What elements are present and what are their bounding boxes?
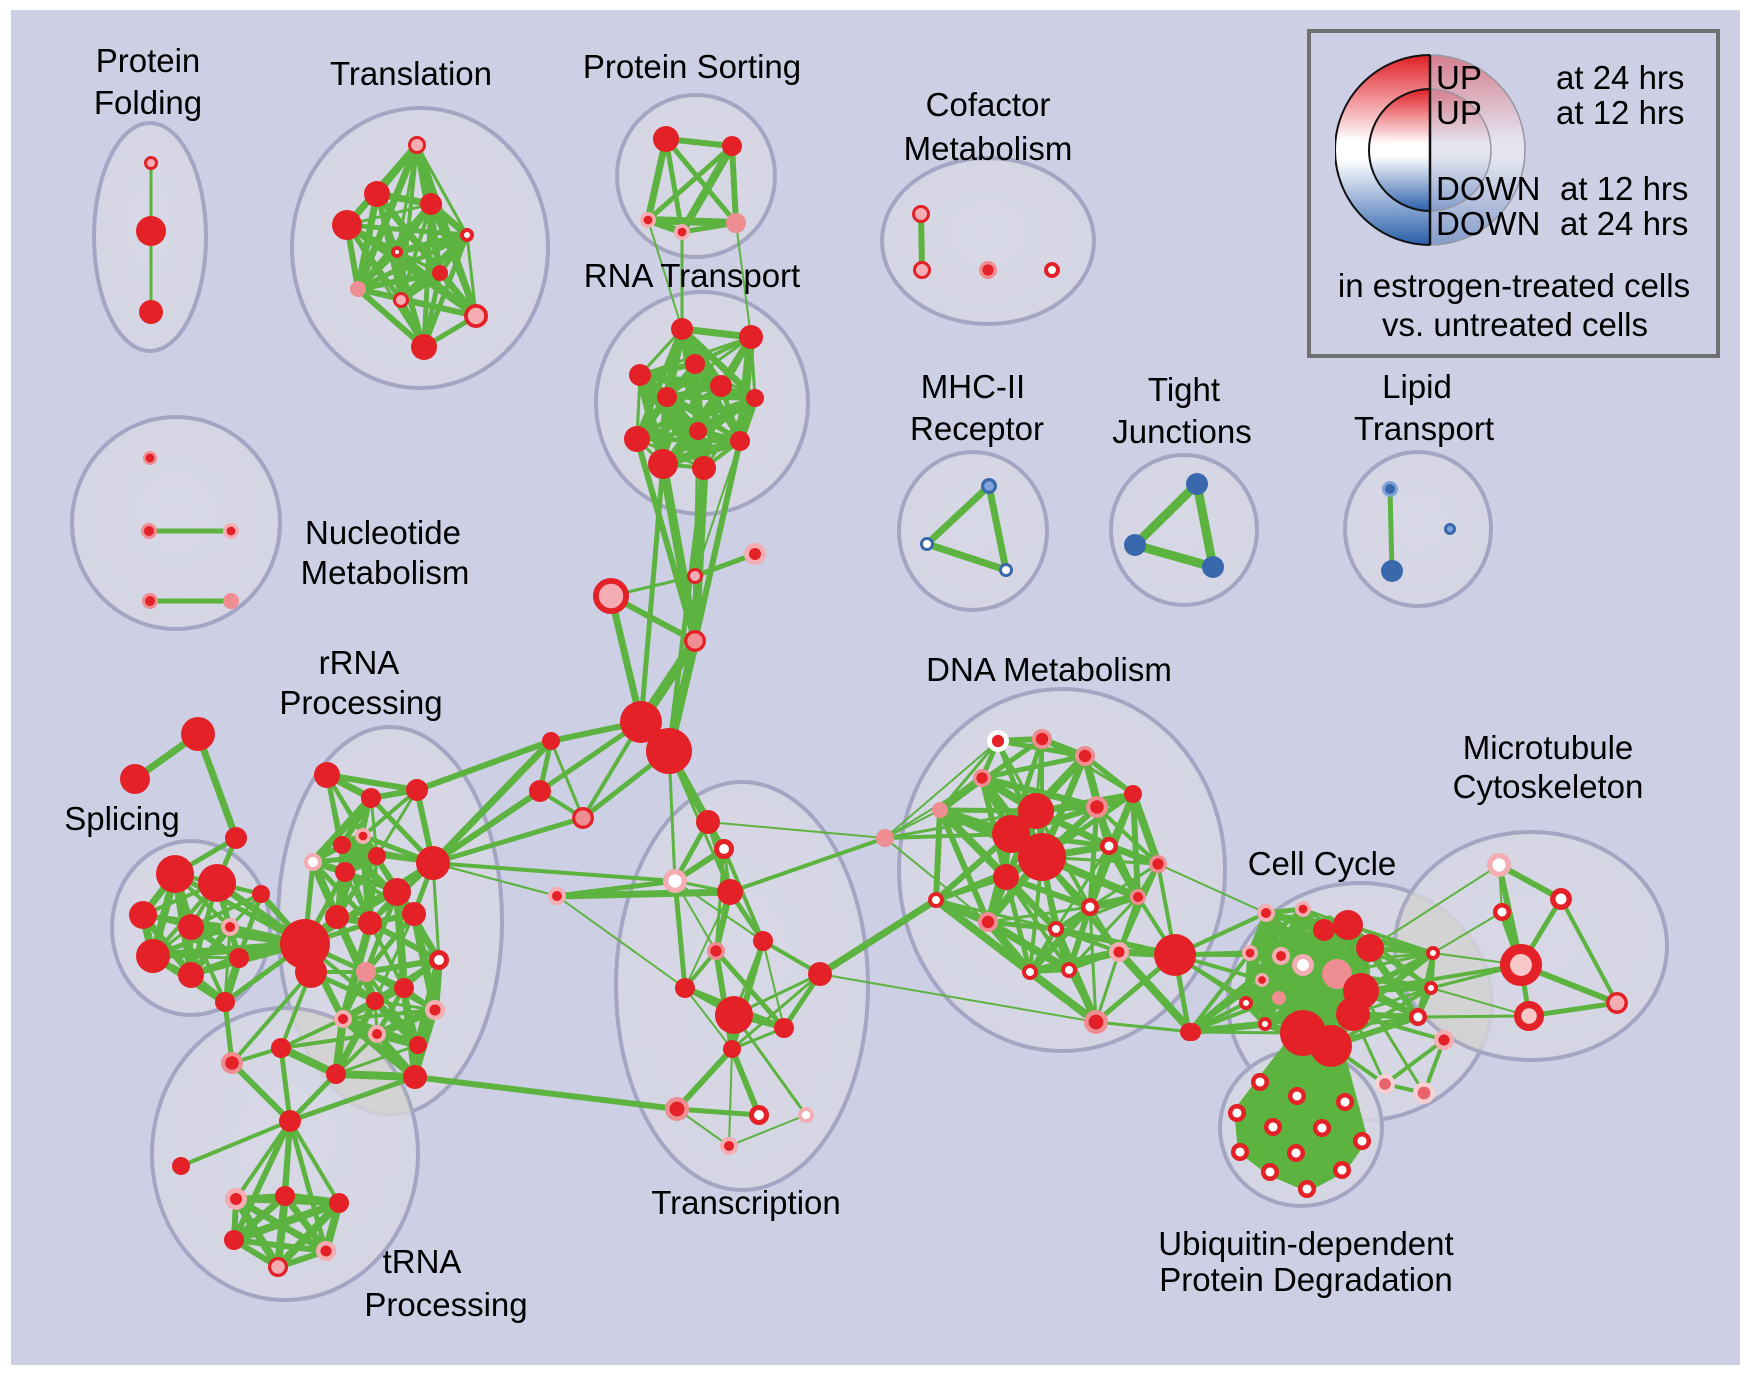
svg-text:rRNA: rRNA (319, 644, 400, 681)
svg-text:Receptor: Receptor (910, 410, 1044, 447)
svg-text:Tight: Tight (1148, 371, 1220, 408)
svg-text:at 24 hrs: at 24 hrs (1556, 59, 1684, 96)
svg-text:Transcription: Transcription (651, 1184, 841, 1221)
svg-text:DOWN: DOWN (1436, 205, 1540, 242)
svg-text:Metabolism: Metabolism (301, 554, 470, 591)
svg-text:Translation: Translation (330, 55, 492, 92)
svg-text:at 12 hrs: at 12 hrs (1556, 94, 1684, 131)
svg-text:Cofactor: Cofactor (926, 86, 1051, 123)
svg-text:Transport: Transport (1354, 410, 1494, 447)
svg-text:Metabolism: Metabolism (904, 130, 1073, 167)
svg-text:vs. untreated cells: vs. untreated cells (1382, 306, 1648, 343)
svg-text:Nucleotide: Nucleotide (305, 514, 461, 551)
svg-text:MHC-II: MHC-II (921, 368, 1025, 405)
svg-text:UP: UP (1436, 94, 1482, 131)
svg-text:DNA Metabolism: DNA Metabolism (926, 651, 1172, 688)
svg-text:Microtubule: Microtubule (1463, 729, 1634, 766)
svg-text:Processing: Processing (364, 1286, 527, 1323)
svg-text:Lipid: Lipid (1382, 368, 1452, 405)
svg-text:Splicing: Splicing (64, 800, 180, 837)
svg-text:in estrogen-treated cells: in estrogen-treated cells (1338, 267, 1690, 304)
svg-text:DOWN: DOWN (1436, 170, 1540, 207)
svg-text:Protein Sorting: Protein Sorting (583, 48, 801, 85)
svg-text:Ubiquitin-dependent: Ubiquitin-dependent (1158, 1225, 1453, 1262)
svg-text:Protein: Protein (96, 42, 201, 79)
svg-text:tRNA: tRNA (383, 1243, 462, 1280)
svg-text:Cytoskeleton: Cytoskeleton (1453, 768, 1644, 805)
svg-text:Cell Cycle: Cell Cycle (1248, 845, 1397, 882)
svg-text:Folding: Folding (94, 84, 202, 121)
svg-text:Processing: Processing (279, 684, 442, 721)
svg-text:Protein Degradation: Protein Degradation (1159, 1261, 1453, 1298)
svg-text:UP: UP (1436, 59, 1482, 96)
svg-text:at 12 hrs: at 12 hrs (1560, 170, 1688, 207)
svg-text:Junctions: Junctions (1112, 413, 1251, 450)
svg-text:RNA Transport: RNA Transport (584, 257, 800, 294)
svg-text:at 24 hrs: at 24 hrs (1560, 205, 1688, 242)
